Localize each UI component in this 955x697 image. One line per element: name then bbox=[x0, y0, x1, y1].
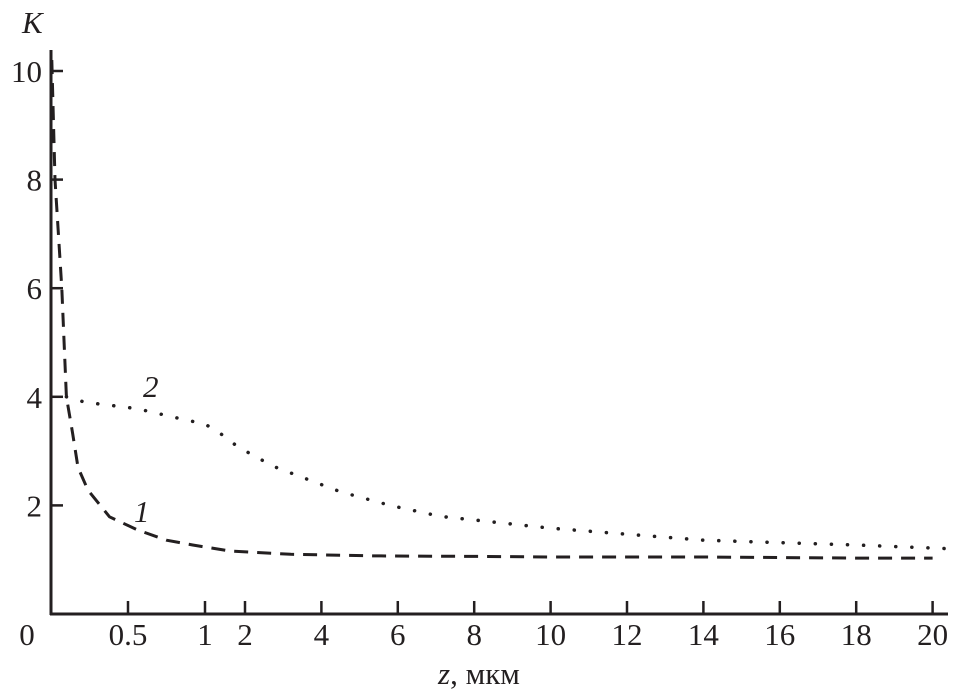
x-tick-label: 14 bbox=[688, 617, 720, 652]
x-axis-title: z, мкм bbox=[437, 656, 520, 691]
x-tick-label: 6 bbox=[390, 617, 406, 652]
x-tick-label: 0.5 bbox=[109, 617, 148, 652]
x-axis-variable: z bbox=[437, 656, 450, 691]
x-tick-label: 4 bbox=[314, 617, 330, 652]
series-label-1: 1 bbox=[134, 494, 150, 529]
x-axis-unit: , мкм bbox=[450, 656, 520, 691]
y-tick-label: 6 bbox=[27, 271, 43, 306]
series-group bbox=[50, 60, 954, 560]
series-line-1 bbox=[50, 60, 933, 560]
x-tick-label: 16 bbox=[764, 617, 795, 652]
x-tick-label: 1 bbox=[197, 617, 213, 652]
y-axis-title: K bbox=[21, 5, 45, 40]
x-tick-label: 2 bbox=[237, 617, 253, 652]
x-tick-label: 20 bbox=[917, 617, 948, 652]
x-tick-label: 12 bbox=[612, 617, 643, 652]
y-tick-label: 4 bbox=[27, 380, 43, 415]
y-tick-label: 8 bbox=[27, 163, 43, 198]
series-line-2 bbox=[64, 395, 954, 551]
y-tick-label: 2 bbox=[27, 488, 43, 523]
series-label-2: 2 bbox=[143, 369, 159, 404]
axes bbox=[49, 50, 948, 616]
x-tick-label: 0 bbox=[19, 617, 35, 652]
x-tick-label: 10 bbox=[535, 617, 566, 652]
x-tick-label: 18 bbox=[841, 617, 872, 652]
y-tick-label: 10 bbox=[11, 54, 42, 89]
x-tick-label: 8 bbox=[466, 617, 482, 652]
